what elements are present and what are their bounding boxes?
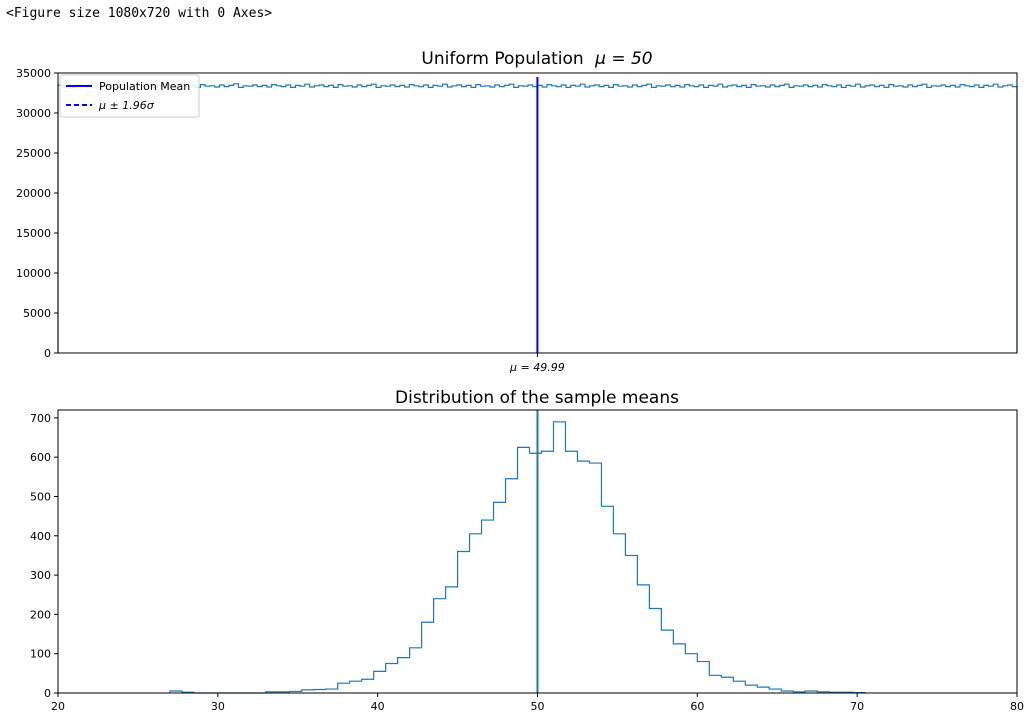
sample-means-histogram: [169, 421, 866, 694]
plot-frame: [57, 72, 1018, 354]
chart-title: Distribution of the sample means: [395, 388, 679, 408]
y-tick-label: 400: [30, 530, 51, 543]
figure-output-text: <Figure size 1080x720 with 0 Axes>: [6, 6, 273, 21]
x-tick-label: μ = 49.99: [509, 361, 565, 374]
y-tick-label: 35000: [16, 67, 51, 80]
x-axis-ticks: 20 30 40 50 60 70 80: [51, 693, 1024, 713]
chart-title-text: Uniform Population: [421, 49, 583, 69]
y-tick-label: 10000: [16, 267, 51, 280]
y-tick-label: 5000: [23, 307, 51, 320]
legend-entry-population-mean: Population Mean: [99, 80, 190, 93]
y-tick-label: 30000: [16, 107, 51, 120]
y-tick-label: 700: [30, 412, 51, 425]
legend: Population Mean μ ± 1.96σ: [59, 74, 200, 118]
y-tick-label: 100: [30, 648, 51, 661]
y-tick-label: 20000: [16, 187, 51, 200]
y-tick-label: 0: [44, 687, 51, 700]
x-tick-label: 70: [850, 700, 864, 713]
legend-box: [59, 74, 200, 118]
y-tick-label: 15000: [16, 227, 51, 240]
y-axis-ticks: 0 100 200 300 400 500 600 700: [30, 412, 58, 700]
y-axis-ticks: 0 5000 10000 15000 20000 25000 30000 35000: [16, 67, 58, 360]
legend-entry-confidence: μ ± 1.96σ: [98, 99, 155, 112]
plot-frame: [57, 409, 1018, 694]
y-tick-label: 200: [30, 608, 51, 621]
x-tick-label: 30: [211, 700, 225, 713]
y-tick-label: 600: [30, 451, 51, 464]
uniform-population-chart: Uniform Population μ = 50 0 5000 10000 1500…: [16, 49, 1018, 374]
x-tick-label: 60: [690, 700, 704, 713]
y-tick-label: 300: [30, 569, 51, 582]
x-tick-label: 50: [531, 700, 545, 713]
chart-title: Uniform Population μ = 50: [421, 49, 652, 69]
y-tick-label: 25000: [16, 147, 51, 160]
x-tick-label: 40: [371, 700, 385, 713]
x-axis-mean-tick: μ = 49.99: [509, 353, 565, 374]
sample-means-chart: Distribution of the sample means 0 100 200…: [30, 388, 1024, 713]
y-tick-label: 0: [44, 347, 51, 360]
x-tick-label: 20: [51, 700, 65, 713]
x-tick-label: 80: [1010, 700, 1024, 713]
y-tick-label: 500: [30, 490, 51, 503]
chart-title-math: μ = 50: [594, 49, 653, 69]
